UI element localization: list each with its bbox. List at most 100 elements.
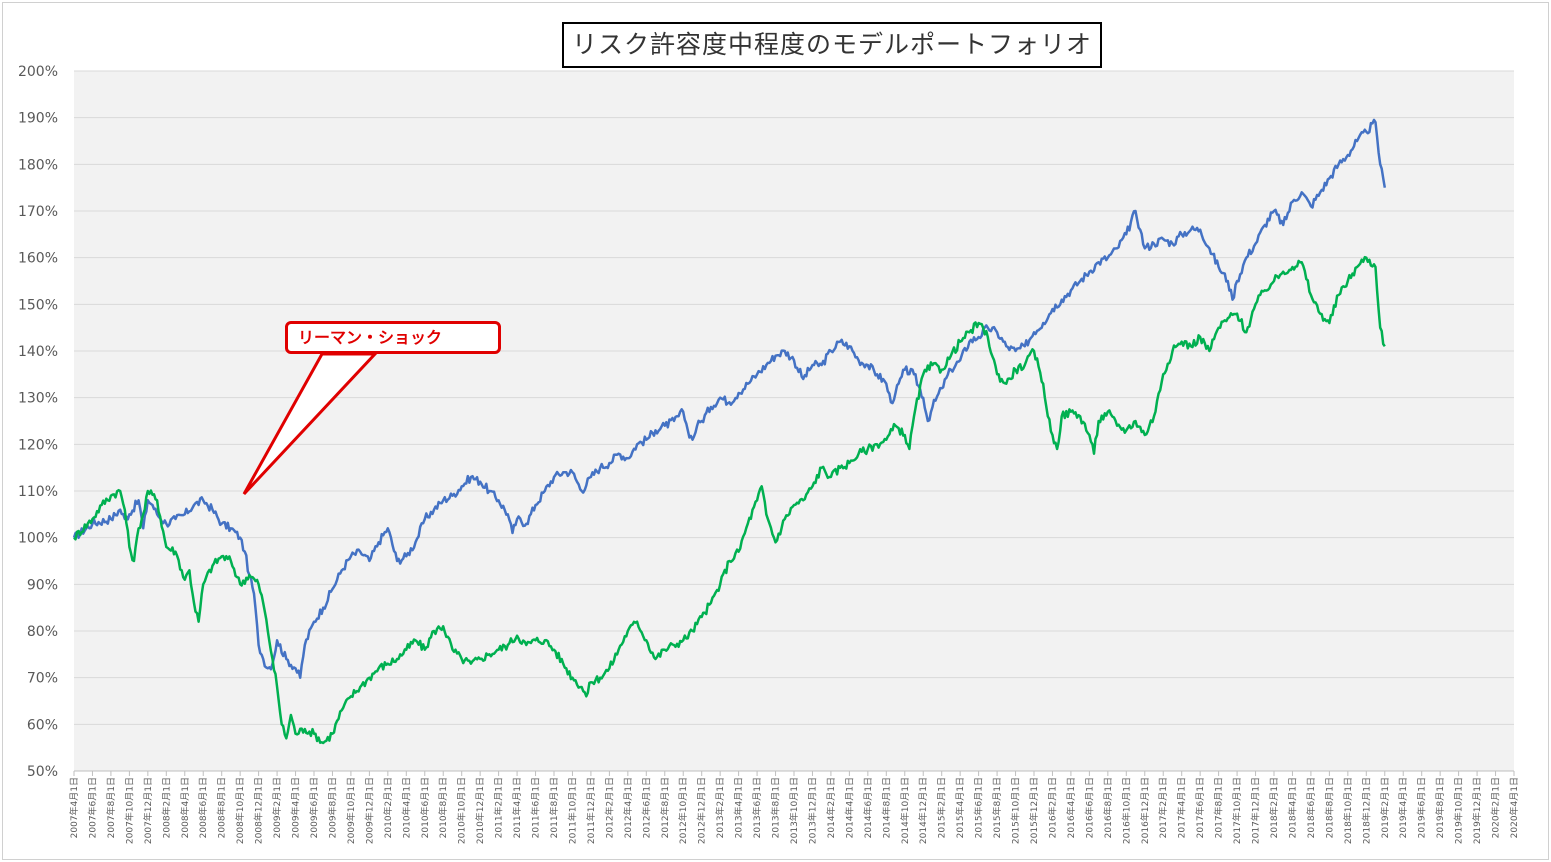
x-tick-label: 2013年8月1日 (770, 777, 782, 838)
x-tick-label: 2015年8月1日 (991, 777, 1003, 838)
x-tick-label: 2013年10月1日 (788, 777, 800, 844)
x-tick-label: 2011年12月1日 (585, 777, 597, 844)
x-axis-ticks: 2007年4月1日 2007年6月1日 2007年8月1日 2007年10月1日 200… (68, 771, 1520, 844)
x-tick-label: 2009年10月1日 (345, 777, 357, 844)
callout-pointer (242, 352, 379, 496)
x-tick-label: 2018年6月1日 (1305, 777, 1317, 838)
x-tick-label: 2007年6月1日 (86, 777, 98, 838)
x-tick-label: 2015年12月1日 (1028, 777, 1040, 844)
x-tick-label: 2015年2月1日 (936, 777, 948, 838)
x-tick-label: 2008年2月1日 (160, 777, 172, 838)
x-tick-label: 2010年12月1日 (474, 777, 486, 844)
x-tick-label: 2010年4月1日 (400, 777, 412, 838)
x-tick-label: 2010年6月1日 (419, 777, 431, 838)
y-tick-label: 200% (18, 64, 58, 80)
x-tick-label: 2013年2月1日 (714, 777, 726, 838)
x-tick-label: 2012年12月1日 (696, 777, 708, 844)
y-tick-label: 60% (27, 717, 58, 733)
x-tick-label: 2016年12月1日 (1139, 777, 1151, 844)
y-tick-label: 70% (27, 671, 58, 687)
y-tick-label: 130% (18, 391, 58, 407)
series-line-1 (72, 118, 1387, 679)
x-tick-label: 2010年8月1日 (437, 777, 449, 838)
y-tick-label: 90% (27, 577, 58, 593)
x-tick-label: 2007年4月1日 (68, 777, 80, 838)
x-tick-label: 2013年12月1日 (806, 777, 818, 844)
x-tick-label: 2008年12月1日 (253, 777, 265, 844)
x-tick-label: 2015年4月1日 (954, 777, 966, 838)
x-tick-label: 2019年4月1日 (1397, 777, 1409, 838)
y-tick-label: 100% (18, 531, 58, 547)
y-tick-label: 50% (27, 764, 58, 780)
y-tick-label: 140% (18, 344, 58, 360)
x-tick-label: 2011年2月1日 (493, 777, 505, 838)
x-tick-label: 2014年2月1日 (825, 777, 837, 838)
x-tick-label: 2008年6月1日 (197, 777, 209, 838)
x-tick-label: 2008年8月1日 (216, 777, 228, 838)
series-lines (72, 118, 1387, 745)
x-tick-label: 2019年6月1日 (1416, 777, 1428, 838)
annotation-callout-pointer (242, 352, 379, 496)
x-tick-label: 2013年4月1日 (733, 777, 745, 838)
x-tick-label: 2019年10月1日 (1453, 777, 1465, 844)
x-tick-label: 2011年10月1日 (566, 777, 578, 844)
x-tick-label: 2014年12月1日 (917, 777, 929, 844)
x-tick-label: 2017年6月1日 (1194, 777, 1206, 838)
x-tick-label: 2014年6月1日 (862, 777, 874, 838)
x-tick-label: 2008年4月1日 (179, 777, 191, 838)
x-tick-label: 2009年2月1日 (271, 777, 283, 838)
x-tick-label: 2017年12月1日 (1250, 777, 1262, 844)
x-tick-label: 2012年6月1日 (640, 777, 652, 838)
y-tick-label: 180% (18, 157, 58, 173)
x-tick-label: 2019年2月1日 (1379, 777, 1391, 838)
x-tick-label: 2011年8月1日 (548, 777, 560, 838)
y-tick-label: 160% (18, 251, 58, 267)
x-tick-label: 2014年8月1日 (880, 777, 892, 838)
x-tick-label: 2020年4月1日 (1508, 777, 1520, 838)
y-tick-label: 120% (18, 437, 58, 453)
x-tick-label: 2015年10月1日 (1010, 777, 1022, 844)
x-tick-label: 2012年4月1日 (622, 777, 634, 838)
y-tick-label: 110% (18, 484, 58, 500)
y-tick-label: 190% (18, 111, 58, 127)
x-tick-label: 2016年6月1日 (1083, 777, 1095, 838)
x-tick-label: 2016年4月1日 (1065, 777, 1077, 838)
series-line-2 (73, 255, 1386, 745)
x-tick-label: 2015年6月1日 (973, 777, 985, 838)
x-tick-label: 2013年6月1日 (751, 777, 763, 838)
annotation-label: リーマン・ショック (285, 321, 501, 354)
x-tick-label: 2020年2月1日 (1490, 777, 1502, 838)
x-tick-label: 2012年2月1日 (603, 777, 615, 838)
y-tick-label: 150% (18, 297, 58, 313)
x-tick-label: 2011年4月1日 (511, 777, 523, 838)
x-tick-label: 2009年8月1日 (326, 777, 338, 838)
x-tick-label: 2017年2月1日 (1157, 777, 1169, 838)
x-tick-label: 2017年10月1日 (1231, 777, 1243, 844)
x-tick-label: 2010年2月1日 (382, 777, 394, 838)
x-tick-label: 2012年8月1日 (659, 777, 671, 838)
x-tick-label: 2008年10月1日 (234, 777, 246, 844)
x-tick-label: 2007年8月1日 (105, 777, 117, 838)
x-tick-label: 2017年8月1日 (1213, 777, 1225, 838)
x-tick-label: 2016年10月1日 (1120, 777, 1132, 844)
x-tick-label: 2018年8月1日 (1323, 777, 1335, 838)
x-tick-label: 2018年4月1日 (1286, 777, 1298, 838)
x-tick-label: 2018年10月1日 (1342, 777, 1354, 844)
x-tick-label: 2010年10月1日 (456, 777, 468, 844)
x-tick-label: 2016年2月1日 (1046, 777, 1058, 838)
x-tick-label: 2009年6月1日 (308, 777, 320, 838)
x-tick-label: 2018年2月1日 (1268, 777, 1280, 838)
x-tick-label: 2019年8月1日 (1434, 777, 1446, 838)
x-tick-label: 2018年12月1日 (1360, 777, 1372, 844)
gridlines (74, 70, 1514, 772)
x-tick-label: 2017年4月1日 (1176, 777, 1188, 838)
x-tick-label: 2014年4月1日 (843, 777, 855, 838)
x-tick-label: 2009年4月1日 (290, 777, 302, 838)
y-tick-label: 170% (18, 204, 58, 220)
x-tick-label: 2011年6月1日 (530, 777, 542, 838)
x-tick-label: 2012年10月1日 (677, 777, 689, 844)
x-tick-label: 2019年12月1日 (1471, 777, 1483, 844)
y-axis-ticks: 50% 60% 70% 80% 90% 100% 110% 120% 130% 140% 150% 1… (18, 64, 58, 780)
chart-title: リスク許容度中程度のモデルポートフォリオ (562, 22, 1102, 68)
